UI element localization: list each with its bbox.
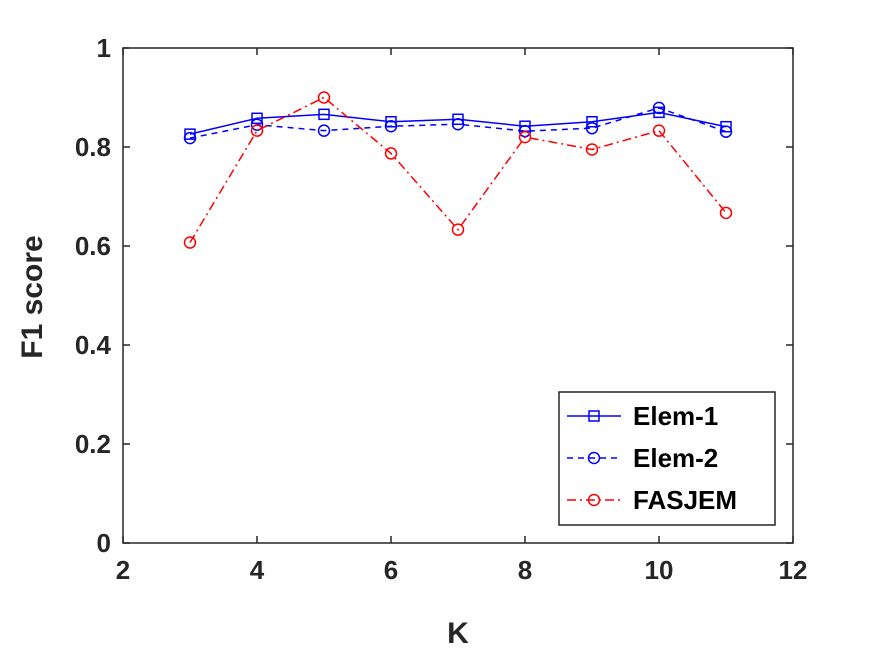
legend-label: Elem-2 bbox=[633, 443, 718, 473]
x-tick-label: 2 bbox=[116, 555, 130, 585]
legend-marker bbox=[588, 410, 600, 422]
y-tick-label: 0 bbox=[97, 528, 111, 558]
x-axis-title: K bbox=[447, 617, 469, 650]
y-tick-label: 1 bbox=[97, 33, 111, 63]
data-point bbox=[719, 125, 733, 138]
x-tick-label: 4 bbox=[250, 555, 265, 585]
y-tick-label: 0.4 bbox=[75, 330, 112, 360]
series-fasjem bbox=[183, 91, 733, 249]
data-point bbox=[384, 147, 398, 160]
data-point bbox=[384, 119, 398, 133]
series-line bbox=[189, 107, 727, 139]
legend: Elem-1 Elem-2 FASJEM bbox=[558, 391, 776, 526]
data-point bbox=[317, 124, 331, 137]
data-point bbox=[451, 223, 465, 236]
legend-item: FASJEM bbox=[567, 485, 737, 515]
x-tick-label: 8 bbox=[518, 555, 532, 585]
legend-label: Elem-1 bbox=[633, 401, 718, 431]
data-point bbox=[318, 108, 330, 121]
y-tick-label: 0.8 bbox=[75, 132, 111, 162]
series-elem-2 bbox=[183, 101, 733, 145]
series-line bbox=[189, 96, 727, 243]
x-tick-label: 10 bbox=[645, 555, 674, 585]
data-point bbox=[586, 116, 598, 128]
legend-marker bbox=[587, 451, 601, 465]
axis-ticks: 2 4 6 8 10 12 0 0.2 0.4 0.6 0.8 1 bbox=[75, 33, 808, 585]
data-point bbox=[652, 101, 666, 115]
data-point bbox=[720, 120, 732, 133]
data-point bbox=[251, 112, 263, 125]
y-axis-title: F1 score bbox=[16, 235, 49, 358]
data-point bbox=[451, 117, 465, 131]
data-point bbox=[518, 130, 532, 144]
data-point bbox=[183, 131, 197, 145]
data-point bbox=[719, 206, 733, 220]
series-layer bbox=[183, 91, 733, 249]
legend-item: Elem-1 bbox=[567, 401, 718, 431]
x-tick-label: 6 bbox=[384, 555, 398, 585]
data-point bbox=[652, 124, 666, 137]
data-point bbox=[250, 118, 264, 131]
data-point bbox=[184, 128, 196, 140]
y-tick-label: 0.2 bbox=[75, 429, 111, 459]
data-point bbox=[585, 143, 599, 156]
legend-marker bbox=[587, 493, 601, 507]
legend-item: Elem-2 bbox=[567, 443, 718, 473]
y-tick-label: 0.6 bbox=[75, 231, 111, 261]
legend-label: FASJEM bbox=[633, 485, 737, 515]
x-tick-label: 12 bbox=[779, 555, 808, 585]
data-point bbox=[183, 236, 197, 249]
data-point bbox=[317, 91, 331, 104]
data-point bbox=[250, 124, 264, 137]
data-point bbox=[585, 121, 599, 135]
